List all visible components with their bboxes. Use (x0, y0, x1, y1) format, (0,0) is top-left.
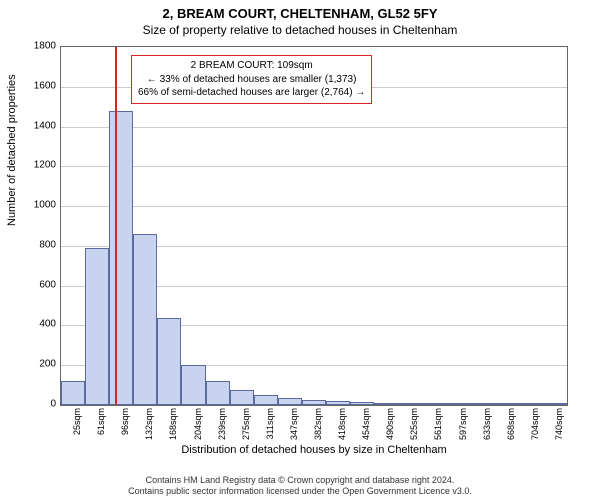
x-tick-label: 275sqm (241, 408, 251, 448)
page-title: 2, BREAM COURT, CHELTENHAM, GL52 5FY (0, 0, 600, 21)
annotation-line-2: ← 33% of detached houses are smaller (1,… (138, 73, 365, 87)
x-tick-label: 454sqm (361, 408, 371, 448)
histogram-bar (471, 403, 495, 405)
histogram-bar (133, 234, 157, 405)
histogram-bar (157, 318, 181, 406)
x-tick-label: 239sqm (217, 408, 227, 448)
x-tick-label: 204sqm (193, 408, 203, 448)
y-tick-label: 800 (16, 239, 56, 250)
x-tick-label: 168sqm (168, 408, 178, 448)
y-tick-label: 600 (16, 279, 56, 290)
histogram-bar (543, 403, 567, 405)
x-tick-label: 61sqm (96, 408, 106, 448)
histogram-bar (206, 381, 230, 405)
histogram-bar (278, 398, 302, 405)
x-tick-label: 597sqm (458, 408, 468, 448)
histogram-bar (230, 390, 254, 405)
histogram-bar (326, 401, 350, 405)
annotation-line-3: 66% of semi-detached houses are larger (… (138, 86, 365, 100)
page-subtitle: Size of property relative to detached ho… (0, 21, 600, 37)
y-tick-label: 400 (16, 319, 56, 330)
x-tick-label: 561sqm (433, 408, 443, 448)
y-tick-label: 1400 (16, 120, 56, 131)
x-tick-label: 25sqm (72, 408, 82, 448)
x-tick-label: 668sqm (506, 408, 516, 448)
histogram-bar (109, 111, 133, 405)
annotation-box: 2 BREAM COURT: 109sqm← 33% of detached h… (131, 55, 372, 104)
x-tick-label: 490sqm (385, 408, 395, 448)
footer-line-2: Contains public sector information licen… (0, 486, 600, 498)
histogram-bar (422, 403, 446, 405)
y-tick-label: 1200 (16, 160, 56, 171)
histogram-bar (398, 403, 422, 405)
x-tick-label: 132sqm (144, 408, 154, 448)
histogram-bar (519, 403, 543, 405)
gridline (61, 166, 567, 167)
x-tick-label: 96sqm (120, 408, 130, 448)
x-tick-label: 311sqm (265, 408, 275, 448)
annotation-line-1: 2 BREAM COURT: 109sqm (138, 59, 365, 73)
histogram-bar (181, 365, 205, 405)
histogram-bar (61, 381, 85, 405)
y-tick-label: 1000 (16, 200, 56, 211)
histogram-bar (495, 403, 519, 405)
gridline (61, 206, 567, 207)
histogram-bar (302, 400, 326, 405)
y-tick-label: 1600 (16, 80, 56, 91)
y-tick-label: 0 (16, 399, 56, 410)
x-tick-label: 525sqm (409, 408, 419, 448)
histogram-bar (350, 402, 374, 405)
x-tick-label: 418sqm (337, 408, 347, 448)
histogram-bar (447, 403, 471, 405)
x-tick-label: 704sqm (530, 408, 540, 448)
y-tick-label: 200 (16, 359, 56, 370)
reference-line (115, 47, 117, 405)
histogram-bar (85, 248, 109, 405)
histogram-bar (254, 395, 278, 405)
x-tick-label: 347sqm (289, 408, 299, 448)
histogram-bar (374, 403, 398, 405)
histogram-chart: 2 BREAM COURT: 109sqm← 33% of detached h… (60, 46, 568, 406)
footer-attribution: Contains HM Land Registry data © Crown c… (0, 475, 600, 498)
x-tick-label: 633sqm (482, 408, 492, 448)
y-tick-label: 1800 (16, 41, 56, 52)
footer-line-1: Contains HM Land Registry data © Crown c… (0, 475, 600, 487)
x-tick-label: 382sqm (313, 408, 323, 448)
gridline (61, 127, 567, 128)
x-tick-label: 740sqm (554, 408, 564, 448)
